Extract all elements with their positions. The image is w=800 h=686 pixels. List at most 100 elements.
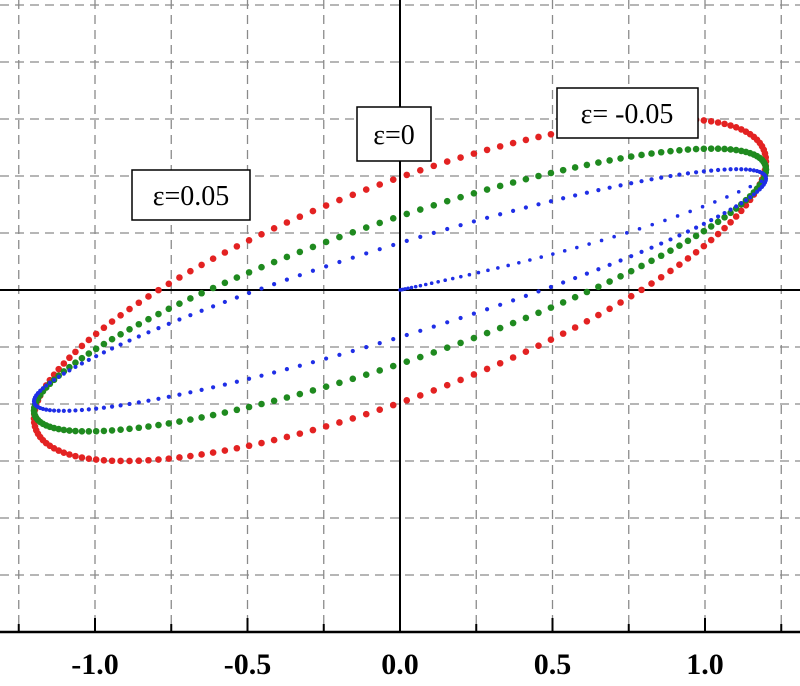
data-point <box>376 181 384 188</box>
data-point <box>51 408 57 413</box>
data-point <box>743 198 749 203</box>
data-point <box>522 175 530 183</box>
data-point <box>51 377 57 382</box>
data-point <box>258 439 265 447</box>
data-point <box>126 425 133 433</box>
data-point <box>722 210 727 216</box>
data-point <box>198 451 205 458</box>
data-point <box>284 277 289 282</box>
annotation-eps-0: ε=0 <box>356 106 432 162</box>
data-point <box>484 215 490 220</box>
data-point <box>617 299 624 306</box>
x-tick-label: -1.0 <box>71 648 119 681</box>
data-point <box>700 227 708 235</box>
data-point <box>536 289 541 294</box>
data-point <box>234 295 239 300</box>
data-point <box>336 196 343 204</box>
data-point <box>445 320 450 325</box>
data-point <box>416 353 424 361</box>
data-point <box>234 379 239 384</box>
data-point <box>309 426 317 434</box>
data-point <box>85 428 93 435</box>
data-point <box>595 159 602 166</box>
data-point <box>627 267 635 275</box>
data-point <box>270 258 278 266</box>
data-point <box>667 247 674 255</box>
data-point <box>701 221 706 226</box>
data-point <box>471 219 476 224</box>
data-point <box>79 361 85 366</box>
data-point <box>403 210 411 218</box>
data-point <box>199 308 204 313</box>
data-point <box>108 318 116 325</box>
data-point <box>458 223 463 228</box>
data-point <box>309 207 317 215</box>
data-point <box>430 202 438 209</box>
data-point <box>349 228 357 236</box>
data-point <box>221 409 229 416</box>
data-point <box>721 145 728 153</box>
data-point <box>470 371 478 378</box>
data-point <box>377 247 382 252</box>
data-point <box>324 356 329 361</box>
data-point <box>470 334 478 342</box>
data-point <box>483 186 491 193</box>
data-point <box>584 190 589 195</box>
data-point <box>60 360 68 367</box>
data-point <box>714 218 722 226</box>
data-point <box>617 273 624 280</box>
data-point <box>336 379 343 387</box>
data-point <box>754 168 760 174</box>
data-point <box>498 302 503 307</box>
data-point <box>233 274 241 281</box>
data-point <box>233 243 241 250</box>
data-point <box>650 222 655 227</box>
data-point <box>60 426 68 434</box>
data-point <box>101 350 106 355</box>
data-point <box>657 252 665 260</box>
data-point <box>739 201 744 206</box>
data-point <box>457 376 464 384</box>
data-point <box>177 392 182 397</box>
annotation-eps-0.05: ε=0.05 <box>131 169 251 221</box>
data-point <box>509 319 517 327</box>
data-point <box>548 284 554 290</box>
data-point <box>86 407 91 412</box>
data-point <box>547 304 555 311</box>
data-point <box>177 317 182 322</box>
data-point <box>759 179 764 184</box>
data-point <box>715 214 721 219</box>
data-point <box>117 312 124 319</box>
data-point <box>94 354 99 359</box>
data-point <box>187 452 194 460</box>
data-point <box>607 262 612 267</box>
data-point <box>165 305 173 313</box>
data-point <box>187 416 194 423</box>
x-tick-label: -0.5 <box>224 648 272 681</box>
data-point <box>709 218 714 223</box>
data-point <box>584 271 589 276</box>
data-point <box>607 185 612 190</box>
data-point <box>648 150 655 157</box>
data-point <box>47 408 52 413</box>
data-point <box>707 236 715 244</box>
data-point <box>612 234 616 239</box>
data-point <box>559 166 567 174</box>
data-point <box>406 286 410 291</box>
data-point <box>404 332 409 338</box>
data-point <box>627 292 635 300</box>
data-point <box>459 274 463 279</box>
data-point <box>283 219 291 226</box>
data-point <box>127 401 132 407</box>
data-point <box>176 300 183 307</box>
data-point <box>222 299 227 305</box>
data-point <box>296 248 304 256</box>
data-point <box>700 145 708 153</box>
data-point <box>648 257 655 265</box>
data-point <box>296 390 304 398</box>
data-point <box>117 426 124 434</box>
data-point <box>539 255 544 259</box>
data-point <box>676 146 683 154</box>
data-point <box>443 344 451 352</box>
data-point <box>659 175 664 180</box>
